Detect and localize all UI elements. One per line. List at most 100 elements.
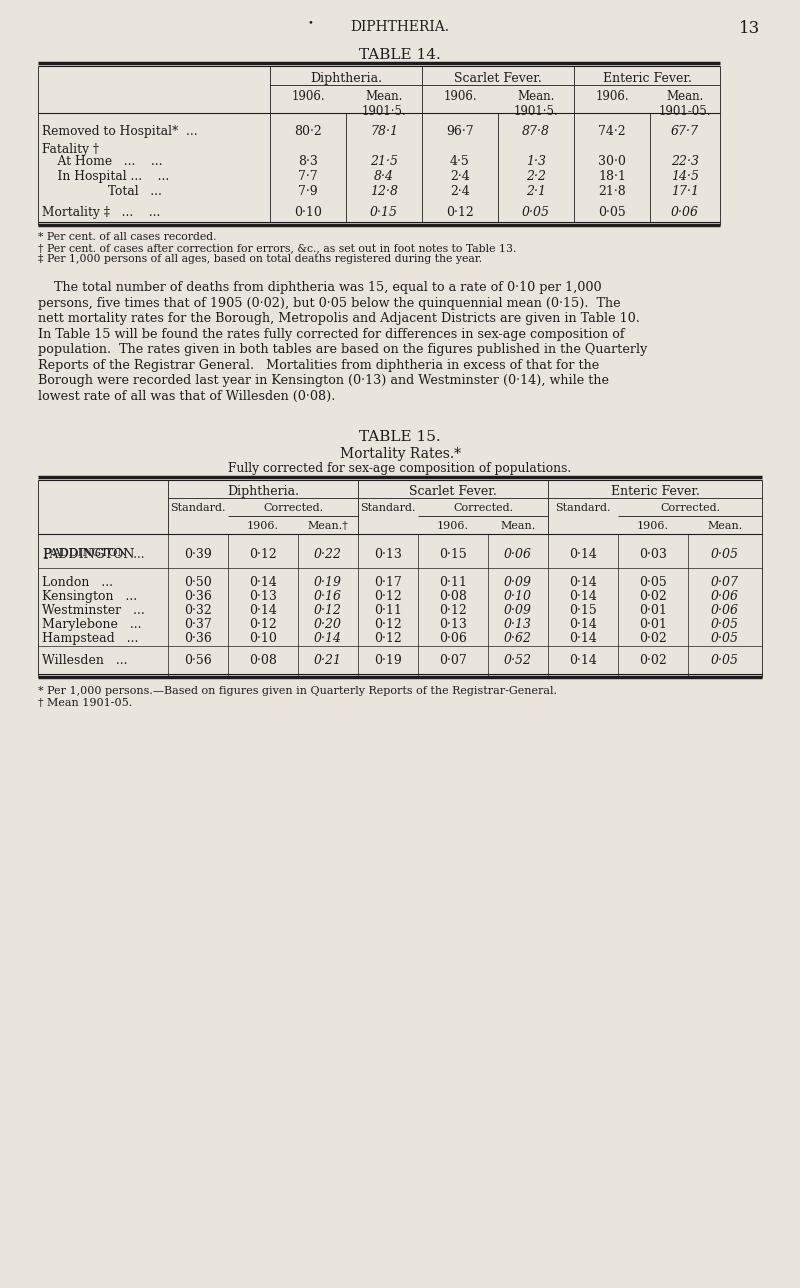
Text: 0·06: 0·06 [711, 590, 739, 603]
Text: ...: ... [122, 547, 145, 562]
Text: 0·62: 0·62 [504, 632, 532, 645]
Text: 0·20: 0·20 [314, 618, 342, 631]
Text: 17·1: 17·1 [671, 185, 699, 198]
Text: 0·14: 0·14 [569, 547, 597, 562]
Text: At Home   ...    ...: At Home ... ... [42, 155, 162, 167]
Text: ADDINGTON: ADDINGTON [52, 547, 127, 558]
Text: ‡ Per 1,000 persons of all ages, based on total deaths registered during the yea: ‡ Per 1,000 persons of all ages, based o… [38, 254, 482, 264]
Text: 0·12: 0·12 [439, 604, 467, 617]
Text: TABLE 15.: TABLE 15. [359, 430, 441, 444]
Text: 0·08: 0·08 [249, 654, 277, 667]
Text: 0·02: 0·02 [639, 590, 667, 603]
Text: 0·07: 0·07 [711, 576, 739, 589]
Text: 0·14: 0·14 [569, 590, 597, 603]
Text: nett mortality rates for the Borough, Metropolis and Adjacent Districts are give: nett mortality rates for the Borough, Me… [38, 312, 640, 325]
Text: 0·03: 0·03 [639, 547, 667, 562]
Text: Westminster   ...: Westminster ... [42, 604, 145, 617]
Text: 1906.: 1906. [443, 90, 477, 103]
Text: 0·15: 0·15 [569, 604, 597, 617]
Text: 0·06: 0·06 [671, 206, 699, 219]
Text: 0·05: 0·05 [598, 206, 626, 219]
Text: 80·2: 80·2 [294, 125, 322, 138]
Text: 0·12: 0·12 [249, 618, 277, 631]
Text: 2·1: 2·1 [526, 185, 546, 198]
Text: Fatality †: Fatality † [42, 143, 99, 156]
Text: Standard.: Standard. [360, 504, 416, 513]
Text: 1906.: 1906. [637, 522, 669, 531]
Text: Mortality ‡   ...    ...: Mortality ‡ ... ... [42, 206, 160, 219]
Text: 0·14: 0·14 [249, 604, 277, 617]
Text: 1906.: 1906. [595, 90, 629, 103]
Text: 0·50: 0·50 [184, 576, 212, 589]
Text: 78·1: 78·1 [370, 125, 398, 138]
Text: Enteric Fever.: Enteric Fever. [610, 486, 699, 498]
Text: lowest rate of all was that of Willesden (0·08).: lowest rate of all was that of Willesden… [38, 389, 335, 403]
Text: Standard.: Standard. [170, 504, 226, 513]
Text: 0·09: 0·09 [504, 576, 532, 589]
Text: 0·22: 0·22 [314, 547, 342, 562]
Text: 0·32: 0·32 [184, 604, 212, 617]
Text: 0·56: 0·56 [184, 654, 212, 667]
Text: In Table 15 will be found the rates fully corrected for differences in sex-age c: In Table 15 will be found the rates full… [38, 327, 625, 340]
Text: 0·12: 0·12 [374, 590, 402, 603]
Text: 0·52: 0·52 [504, 654, 532, 667]
Text: Corrected.: Corrected. [660, 504, 720, 513]
Text: 0·12: 0·12 [374, 618, 402, 631]
Text: 0·21: 0·21 [314, 654, 342, 667]
Text: 0·07: 0·07 [439, 654, 467, 667]
Text: 0·14: 0·14 [569, 618, 597, 631]
Text: Corrected.: Corrected. [453, 504, 513, 513]
Text: Borough were recorded last year in Kensington (0·13) and Westminster (0·14), whi: Borough were recorded last year in Kensi… [38, 374, 609, 386]
Text: 0·37: 0·37 [184, 618, 212, 631]
Text: 0·39: 0·39 [184, 547, 212, 562]
Text: 18·1: 18·1 [598, 170, 626, 183]
Text: 0·13: 0·13 [249, 590, 277, 603]
Text: 0·02: 0·02 [639, 654, 667, 667]
Text: * Per cent. of all cases recorded.: * Per cent. of all cases recorded. [38, 232, 217, 242]
Text: Reports of the Registrar General.   Mortalities from diphtheria in excess of tha: Reports of the Registrar General. Mortal… [38, 358, 599, 371]
Text: 0·15: 0·15 [370, 206, 398, 219]
Text: 0·05: 0·05 [711, 632, 739, 645]
Text: 67·7: 67·7 [671, 125, 699, 138]
Text: 7·7: 7·7 [298, 170, 318, 183]
Text: 0·06: 0·06 [439, 632, 467, 645]
Text: 0·36: 0·36 [184, 590, 212, 603]
Text: Diphtheria.: Diphtheria. [227, 486, 299, 498]
Text: 22·3: 22·3 [671, 155, 699, 167]
Text: 0·05: 0·05 [711, 618, 739, 631]
Text: 74·2: 74·2 [598, 125, 626, 138]
Text: 8·4: 8·4 [374, 170, 394, 183]
Text: 0·14: 0·14 [569, 576, 597, 589]
Text: 0·19: 0·19 [374, 654, 402, 667]
Text: In Hospital ...    ...: In Hospital ... ... [42, 170, 170, 183]
Text: Mean.: Mean. [500, 522, 536, 531]
Text: 0·06: 0·06 [711, 604, 739, 617]
Text: 0·12: 0·12 [374, 632, 402, 645]
Text: Total   ...: Total ... [42, 185, 162, 198]
Text: 2·4: 2·4 [450, 170, 470, 183]
Text: 0·01: 0·01 [639, 618, 667, 631]
Text: 21·8: 21·8 [598, 185, 626, 198]
Text: 0·15: 0·15 [439, 547, 467, 562]
Text: Corrected.: Corrected. [263, 504, 323, 513]
Text: Mean.
1901-05.: Mean. 1901-05. [658, 90, 711, 118]
Text: 0·13: 0·13 [439, 618, 467, 631]
Text: 0·12: 0·12 [249, 547, 277, 562]
Text: Removed to Hospital*  ...: Removed to Hospital* ... [42, 125, 198, 138]
Text: Kensington   ...: Kensington ... [42, 590, 137, 603]
Text: 1906.: 1906. [437, 522, 469, 531]
Text: 2·2: 2·2 [526, 170, 546, 183]
Text: 96·7: 96·7 [446, 125, 474, 138]
Text: •: • [307, 18, 313, 27]
Text: 30·0: 30·0 [598, 155, 626, 167]
Text: 0·17: 0·17 [374, 576, 402, 589]
Text: † Per cent. of cases after correction for errors, &c., as set out in foot notes : † Per cent. of cases after correction fo… [38, 243, 516, 252]
Text: 0·05: 0·05 [522, 206, 550, 219]
Text: Fully corrected for sex-age composition of populations.: Fully corrected for sex-age composition … [228, 462, 572, 475]
Text: Scarlet Fever.: Scarlet Fever. [409, 486, 497, 498]
Text: Enteric Fever.: Enteric Fever. [602, 72, 691, 85]
Text: 0·36: 0·36 [184, 632, 212, 645]
Text: 0·09: 0·09 [504, 604, 532, 617]
Text: 0·05: 0·05 [639, 576, 667, 589]
Text: 0·10: 0·10 [504, 590, 532, 603]
